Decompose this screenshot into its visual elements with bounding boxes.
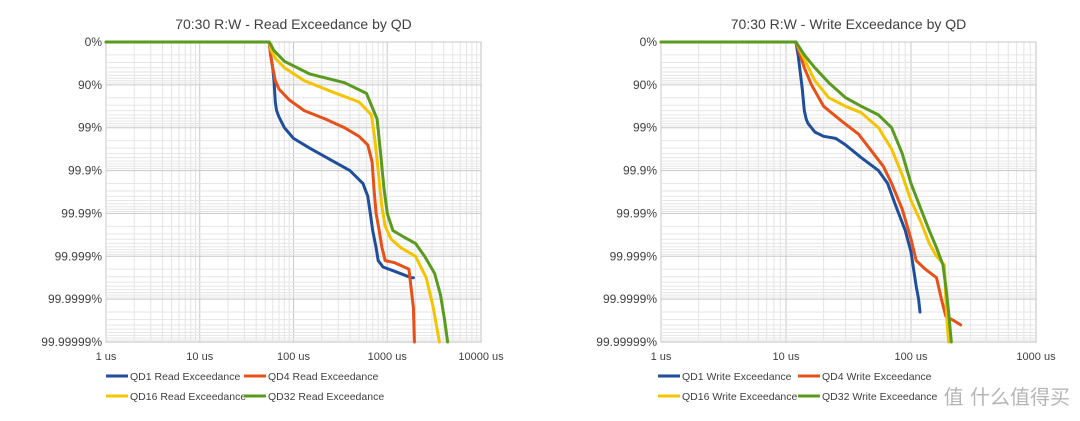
legend-item: QD4 Write Exceedance bbox=[798, 371, 932, 383]
series-line-4 bbox=[659, 40, 953, 344]
watermark-text: 值 什么值得买 bbox=[943, 385, 1070, 409]
x-tick-label: 1 us bbox=[96, 351, 117, 363]
series-line-3 bbox=[104, 40, 441, 344]
legend-item: QD16 Write Exceedance bbox=[658, 391, 798, 403]
y-tick-label: 99.99% bbox=[61, 206, 102, 220]
y-tick-label: 0% bbox=[85, 35, 103, 49]
legend-label: QD32 Read Exceedance bbox=[268, 391, 384, 403]
legend-item: QD16 Read Exceedance bbox=[106, 391, 246, 403]
legend-label: QD16 Read Exceedance bbox=[130, 391, 246, 403]
series-line-2 bbox=[659, 40, 963, 327]
y-tick-label: 99.9999% bbox=[48, 292, 102, 306]
chart-2: 70:30 R:W - Write Exceedance by QD 1 us 10… bbox=[596, 16, 1056, 403]
y-tick-label: 99.9999% bbox=[603, 292, 657, 306]
y-tick-label: 99% bbox=[78, 121, 102, 135]
y-tick-label: 0% bbox=[640, 35, 658, 49]
y-tick-label: 99.9% bbox=[68, 164, 102, 178]
chart-title: 70:30 R:W - Write Exceedance by QD bbox=[731, 16, 967, 32]
legend-item: QD4 Read Exceedance bbox=[244, 371, 378, 383]
series-line-1 bbox=[659, 40, 922, 314]
series-line-2 bbox=[104, 40, 416, 344]
chart-1: 70:30 R:W - Read Exceedance by QD 1 us 10 … bbox=[41, 16, 504, 403]
legend-item: QD32 Read Exceedance bbox=[244, 391, 384, 403]
x-tick-label: 100 us bbox=[277, 351, 311, 363]
x-tick-label: 1 us bbox=[651, 351, 672, 363]
x-tick-label: 10 us bbox=[186, 351, 213, 363]
legend-label: QD32 Write Exceedance bbox=[822, 391, 938, 403]
legend-label: QD4 Read Exceedance bbox=[268, 371, 378, 383]
y-tick-label: 99.999% bbox=[55, 249, 103, 263]
y-tick-label: 90% bbox=[78, 78, 102, 92]
legend-label: QD1 Read Exceedance bbox=[130, 371, 240, 383]
y-tick-label: 99.99999% bbox=[596, 335, 657, 349]
legend-label: QD1 Write Exceedance bbox=[682, 371, 792, 383]
series-line-4 bbox=[104, 40, 450, 344]
x-tick-label: 1000 us bbox=[1016, 351, 1056, 363]
chart-title: 70:30 R:W - Read Exceedance by QD bbox=[175, 16, 412, 32]
y-tick-label: 99.99999% bbox=[41, 335, 102, 349]
x-tick-label: 1000 us bbox=[368, 351, 408, 363]
legend-item: QD1 Write Exceedance bbox=[658, 371, 792, 383]
y-tick-label: 99.999% bbox=[610, 249, 658, 263]
legend-label: QD16 Write Exceedance bbox=[682, 391, 798, 403]
legend-label: QD4 Write Exceedance bbox=[822, 371, 932, 383]
y-tick-label: 99% bbox=[633, 121, 657, 135]
x-tick-label: 100 us bbox=[894, 351, 928, 363]
x-tick-label: 10000 us bbox=[458, 351, 504, 363]
legend-item: QD1 Read Exceedance bbox=[106, 371, 240, 383]
y-tick-label: 99.9% bbox=[623, 164, 657, 178]
y-tick-label: 90% bbox=[633, 78, 657, 92]
legend-item: QD32 Write Exceedance bbox=[798, 391, 938, 403]
plot-area bbox=[660, 41, 1037, 343]
x-tick-label: 10 us bbox=[773, 351, 800, 363]
y-tick-label: 99.99% bbox=[616, 206, 657, 220]
